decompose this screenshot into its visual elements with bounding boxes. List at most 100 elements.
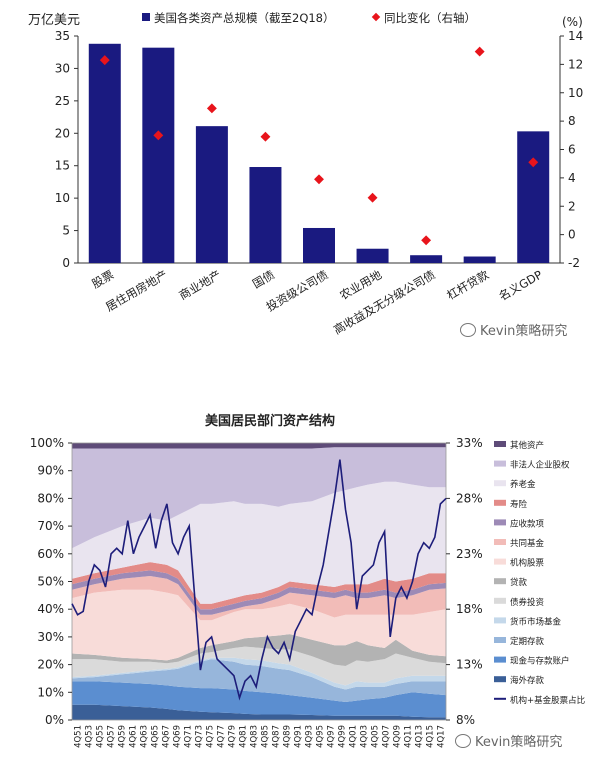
yoy-marker-5 bbox=[367, 192, 378, 203]
x-tick-label: 4Q71 bbox=[184, 725, 194, 748]
legend-swatch-6 bbox=[494, 558, 506, 565]
bar-1 bbox=[142, 47, 175, 263]
left-tick-label: 30% bbox=[37, 630, 64, 644]
area-layer-11 bbox=[72, 447, 446, 549]
area-layer-9 bbox=[72, 562, 446, 610]
legend-label-8: 债券投资 bbox=[510, 597, 545, 608]
left-tick-label: 25 bbox=[55, 94, 70, 108]
area-layer-2 bbox=[72, 659, 446, 702]
category-label-7: 杠杆贷款 bbox=[444, 267, 491, 302]
watermark-bottom: Kevin策略研究 bbox=[455, 731, 562, 750]
legend-swatch-11 bbox=[494, 656, 506, 663]
x-tick-label: 4Q59 bbox=[118, 725, 128, 748]
category-label-2: 商业地产 bbox=[177, 267, 224, 302]
left-tick-label: 10 bbox=[55, 191, 70, 205]
legend-bar-swatch bbox=[142, 13, 150, 21]
area-layer-4 bbox=[72, 646, 446, 686]
x-tick-label: 4Q79 bbox=[228, 725, 238, 748]
yoy-marker-3 bbox=[260, 131, 271, 142]
wechat-logo-icon bbox=[455, 733, 471, 748]
right-tick-label: 0 bbox=[568, 228, 576, 242]
legend-label-11: 现金与存款账户 bbox=[510, 656, 570, 667]
legend-swatch-10 bbox=[494, 637, 506, 643]
x-tick-label: 4Q85 bbox=[261, 725, 271, 748]
right-tick-label: 23% bbox=[456, 547, 483, 561]
legend-swatch-1 bbox=[494, 460, 506, 467]
category-label-3: 国债 bbox=[250, 267, 277, 291]
area-layer-7 bbox=[72, 576, 446, 621]
asset-size-bar-chart: 万亿美元 美国各类资产总规模（截至2Q18） 同比变化（右轴） (%) 0 5 10… bbox=[28, 11, 583, 337]
legend-label-9: 货币市场基金 bbox=[510, 616, 562, 627]
right-tick-label: 13% bbox=[456, 658, 483, 672]
right-tick-label: 28% bbox=[456, 491, 483, 505]
x-tick-label: 4Q81 bbox=[239, 725, 249, 748]
bar-4 bbox=[303, 227, 335, 263]
yoy-marker-8 bbox=[528, 157, 539, 168]
bar-3 bbox=[249, 167, 282, 263]
x-tick-label: 4Q75 bbox=[206, 725, 216, 748]
legend-label-10: 定期存款 bbox=[510, 636, 545, 647]
x-tick-label: 4Q55 bbox=[96, 725, 106, 748]
left-tick-label: 15 bbox=[55, 159, 70, 173]
x-tick-label: 4Q17 bbox=[437, 725, 447, 748]
x-tick-label: 4Q91 bbox=[294, 725, 304, 748]
x-tick-label: 4Q05 bbox=[371, 725, 381, 748]
bar-6 bbox=[410, 255, 443, 263]
right-tick-label: 10 bbox=[568, 86, 583, 100]
area-layer-3 bbox=[72, 657, 446, 690]
left-tick-label: 5 bbox=[62, 224, 70, 238]
bar-7 bbox=[463, 256, 496, 263]
x-tick-label: 4Q53 bbox=[85, 725, 95, 748]
legend-label-3: 寿险 bbox=[510, 499, 528, 510]
legend-swatch-5 bbox=[494, 539, 506, 545]
category-label-8: 名义GDP bbox=[496, 267, 544, 303]
left-tick-label: 0 bbox=[62, 256, 70, 270]
x-tick-label: 4Q77 bbox=[217, 725, 227, 748]
legend-marker-label: 同比变化（右轴） bbox=[384, 11, 476, 25]
x-tick-label: 4Q51 bbox=[74, 725, 84, 748]
right-tick-label: 8 bbox=[568, 114, 576, 128]
legend-label-7: 贷款 bbox=[510, 577, 528, 588]
x-tick-label: 4Q09 bbox=[393, 725, 403, 748]
legend-label-2: 养老金 bbox=[510, 479, 536, 490]
legend-label-1: 非法人企业股权 bbox=[510, 460, 570, 471]
chart2-title: 美国居民部门资产结构 bbox=[205, 413, 335, 429]
category-label-6: 高收益及无分级公司债 bbox=[331, 267, 438, 337]
x-tick-label: 4Q07 bbox=[382, 725, 392, 748]
left-tick-label: 100% bbox=[30, 436, 64, 450]
legend-swatch-0 bbox=[494, 441, 506, 447]
legend-label-0: 其他资产 bbox=[510, 440, 544, 451]
right-tick-label: 33% bbox=[456, 436, 483, 450]
left-tick-label: 90% bbox=[37, 464, 64, 478]
left-axis-unit: 万亿美元 bbox=[28, 13, 80, 28]
area-layer-5 bbox=[72, 634, 446, 666]
left-tick-label: 35 bbox=[55, 29, 70, 43]
right-tick-label: 18% bbox=[456, 602, 483, 616]
area-layer-0 bbox=[72, 704, 446, 720]
yoy-marker-0 bbox=[99, 55, 110, 66]
x-tick-label: 4Q01 bbox=[349, 725, 359, 748]
x-tick-label: 4Q69 bbox=[173, 725, 183, 748]
right-tick-label: 2 bbox=[568, 199, 576, 213]
area-layer-12 bbox=[72, 443, 446, 449]
right-tick-label: 4 bbox=[568, 171, 576, 185]
watermark-text: Kevin策略研究 bbox=[480, 324, 568, 339]
legend-swatch-9 bbox=[494, 617, 506, 624]
legend-marker-swatch bbox=[371, 12, 381, 22]
bar-0 bbox=[88, 43, 121, 264]
category-label-0: 股票 bbox=[89, 267, 116, 291]
yoy-marker-2 bbox=[206, 103, 217, 114]
area-layer-10 bbox=[72, 481, 446, 604]
x-tick-label: 4Q11 bbox=[404, 725, 414, 748]
right-tick-label: -2 bbox=[568, 256, 580, 270]
yoy-marker-4 bbox=[314, 174, 324, 185]
x-tick-label: 4Q57 bbox=[107, 725, 117, 748]
left-tick-label: 0% bbox=[45, 713, 64, 727]
yoy-marker-6 bbox=[421, 235, 432, 246]
right-tick-label: 8% bbox=[456, 713, 475, 727]
left-tick-label: 30 bbox=[55, 61, 70, 75]
x-tick-label: 4Q89 bbox=[283, 725, 293, 748]
x-tick-label: 4Q13 bbox=[415, 725, 425, 748]
x-tick-label: 4Q15 bbox=[426, 725, 436, 748]
legend-label-12: 海外存款 bbox=[510, 675, 545, 686]
